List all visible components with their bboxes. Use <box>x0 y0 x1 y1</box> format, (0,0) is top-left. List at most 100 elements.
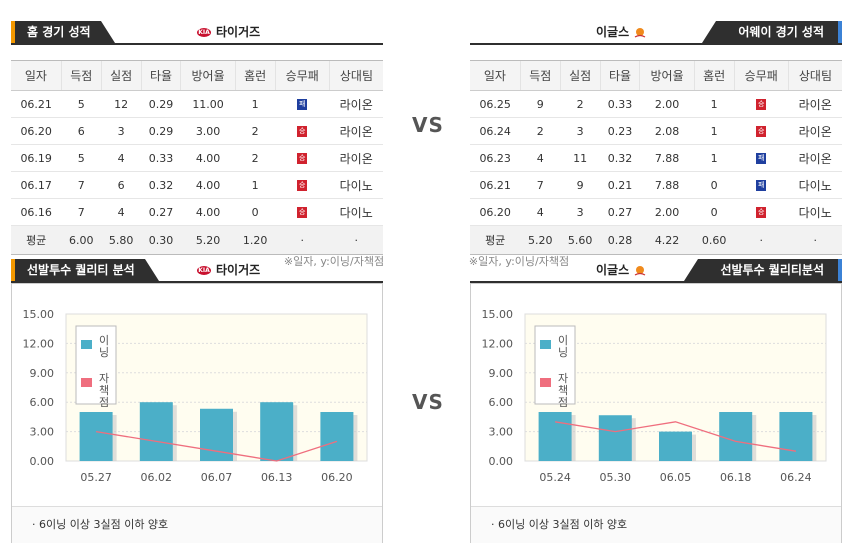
cell-era: 7.88 <box>639 171 695 199</box>
away-pitcher-header: ※일자, y:이닝/자책점 이글스 선발투수 퀄리티분석 <box>469 255 842 283</box>
y-tick-label: 12.00 <box>482 337 514 350</box>
cell-avg: 0.32 <box>141 171 181 199</box>
y-tick-label: 9.00 <box>30 367 55 380</box>
column-header: 방어율 <box>180 60 236 91</box>
header-underline <box>470 43 842 45</box>
eagles-logo-icon <box>634 265 646 276</box>
column-header: 타율 <box>140 60 181 91</box>
cell-era: 7.88 <box>639 144 695 172</box>
x-tick-label: 05.30 <box>600 471 632 484</box>
column-header: 일자 <box>11 60 62 91</box>
y-tick-label: 3.00 <box>30 426 55 439</box>
result-badge: 패 <box>297 99 308 110</box>
bar-innings <box>320 412 354 461</box>
legend-box <box>534 325 576 405</box>
cell-avg: 0.29 <box>141 90 181 118</box>
cell-rival: 다이노 <box>788 198 842 226</box>
bar-innings <box>779 412 813 461</box>
result-badge: 승 <box>297 207 308 218</box>
cell-hr: 1 <box>235 171 276 199</box>
bar-innings <box>598 415 632 461</box>
table-row: 06.23 4 11 0.32 7.88 1 패 라이온 <box>470 144 842 172</box>
legend-swatch <box>540 378 551 387</box>
cell-date: 06.20 <box>11 117 62 145</box>
cell-allowed: 12 <box>101 90 142 118</box>
avg-cell-rival: · <box>329 225 383 255</box>
table-row: 06.21 5 12 0.29 11.00 1 패 라이온 <box>11 90 383 118</box>
cell-date: 06.21 <box>11 90 62 118</box>
home-pitcher-chart: 0.00 3.00 6.00 9.00 12.00 15.00 05.27 06.02 06.0… <box>23 308 368 484</box>
column-header: 상대팀 <box>328 60 383 91</box>
column-header: 타율 <box>599 60 640 91</box>
away-pitcher-footer-text: · 6이닝 이상 3실점 이하 양호 <box>491 518 628 531</box>
table-row: 06.19 5 4 0.33 4.00 2 승 라이온 <box>11 144 383 172</box>
cell-result: 승 <box>734 117 789 145</box>
cell-result: 승 <box>275 117 330 145</box>
cell-rival: 라이온 <box>329 117 383 145</box>
home-pitcher-header: 선발투수 퀄리티 분석 KIA 타이거즈 ※일자, y:이닝/자책점 <box>11 255 384 283</box>
cell-runs: 4 <box>520 144 561 172</box>
home-pitcher-footer: · 6이닝 이상 3실점 이하 양호 <box>12 506 382 543</box>
legend-swatch <box>81 378 92 387</box>
cell-allowed: 4 <box>101 144 142 172</box>
cell-avg: 0.27 <box>600 198 640 226</box>
bar-innings <box>659 431 692 461</box>
result-badge: 승 <box>756 99 767 110</box>
legend-label: 점 <box>558 396 568 409</box>
avg-cell-result: · <box>734 225 789 255</box>
home-pitcher-footer-text: · 6이닝 이상 3실점 이하 양호 <box>32 518 169 531</box>
table-row: 06.25 9 2 0.33 2.00 1 승 라이온 <box>470 90 842 118</box>
header-underline <box>470 281 842 283</box>
cell-era: 11.00 <box>180 90 236 118</box>
cell-date: 06.20 <box>470 198 521 226</box>
away-record-header: 이글스 어웨이 경기 성적 <box>470 17 842 45</box>
column-header: 승무패 <box>733 60 789 91</box>
away-record-title: 어웨이 경기 성적 <box>702 21 842 43</box>
kia-logo-icon: KIA <box>197 266 211 275</box>
cell-hr: 1 <box>235 90 276 118</box>
bar-innings <box>719 412 753 461</box>
away-pitcher-team-name: 이글스 <box>596 263 630 277</box>
cell-rival: 라이온 <box>788 144 842 172</box>
cell-avg: 0.32 <box>600 144 640 172</box>
y-tick-label: 15.00 <box>23 308 55 321</box>
away-pitcher-team-label: 이글스 <box>596 259 647 281</box>
x-tick-label: 06.13 <box>261 471 293 484</box>
away-team-name: 이글스 <box>596 25 630 39</box>
cell-allowed: 6 <box>101 171 142 199</box>
cell-allowed: 3 <box>101 117 142 145</box>
y-tick-label: 12.00 <box>23 337 55 350</box>
y-tick-label: 6.00 <box>30 396 55 409</box>
result-badge: 패 <box>756 153 767 164</box>
cell-rival: 다이노 <box>329 198 383 226</box>
cell-era: 4.00 <box>180 198 236 226</box>
x-tick-label: 06.18 <box>720 471 752 484</box>
cell-hr: 0 <box>694 198 735 226</box>
avg-cell-runs: 5.20 <box>520 225 561 255</box>
table-row: 06.16 7 4 0.27 4.00 0 승 다이노 <box>11 198 383 226</box>
cell-runs: 7 <box>61 198 102 226</box>
cell-era: 2.08 <box>639 117 695 145</box>
cell-result: 패 <box>734 171 789 199</box>
cell-hr: 1 <box>694 90 735 118</box>
legend-box <box>75 325 117 405</box>
line-earned-runs <box>554 421 797 452</box>
x-tick-label: 05.27 <box>80 471 112 484</box>
away-pitcher-footer: · 6이닝 이상 3실점 이하 양호 <box>471 506 841 543</box>
kia-logo-icon: KIA <box>197 28 211 37</box>
cell-result: 승 <box>734 90 789 118</box>
cell-runs: 9 <box>520 90 561 118</box>
cell-date: 06.21 <box>470 171 521 199</box>
home-record-table: 일자 득점 실점 타율 방어율 홈런 승무패 상대팀 06.21 5 12 0.29 11.00 1 패 라… <box>11 60 383 255</box>
column-header: 실점 <box>100 60 142 91</box>
avg-cell-hr: 1.20 <box>235 225 276 255</box>
cell-avg: 0.23 <box>600 117 640 145</box>
cell-result: 승 <box>275 171 330 199</box>
cell-allowed: 3 <box>560 117 601 145</box>
bar-innings <box>260 402 294 461</box>
cell-hr: 0 <box>694 171 735 199</box>
line-earned-runs <box>95 430 338 462</box>
avg-cell-avg: 0.28 <box>600 225 640 255</box>
cell-result: 패 <box>275 90 330 118</box>
avg-cell-label: 평균 <box>11 225 62 255</box>
